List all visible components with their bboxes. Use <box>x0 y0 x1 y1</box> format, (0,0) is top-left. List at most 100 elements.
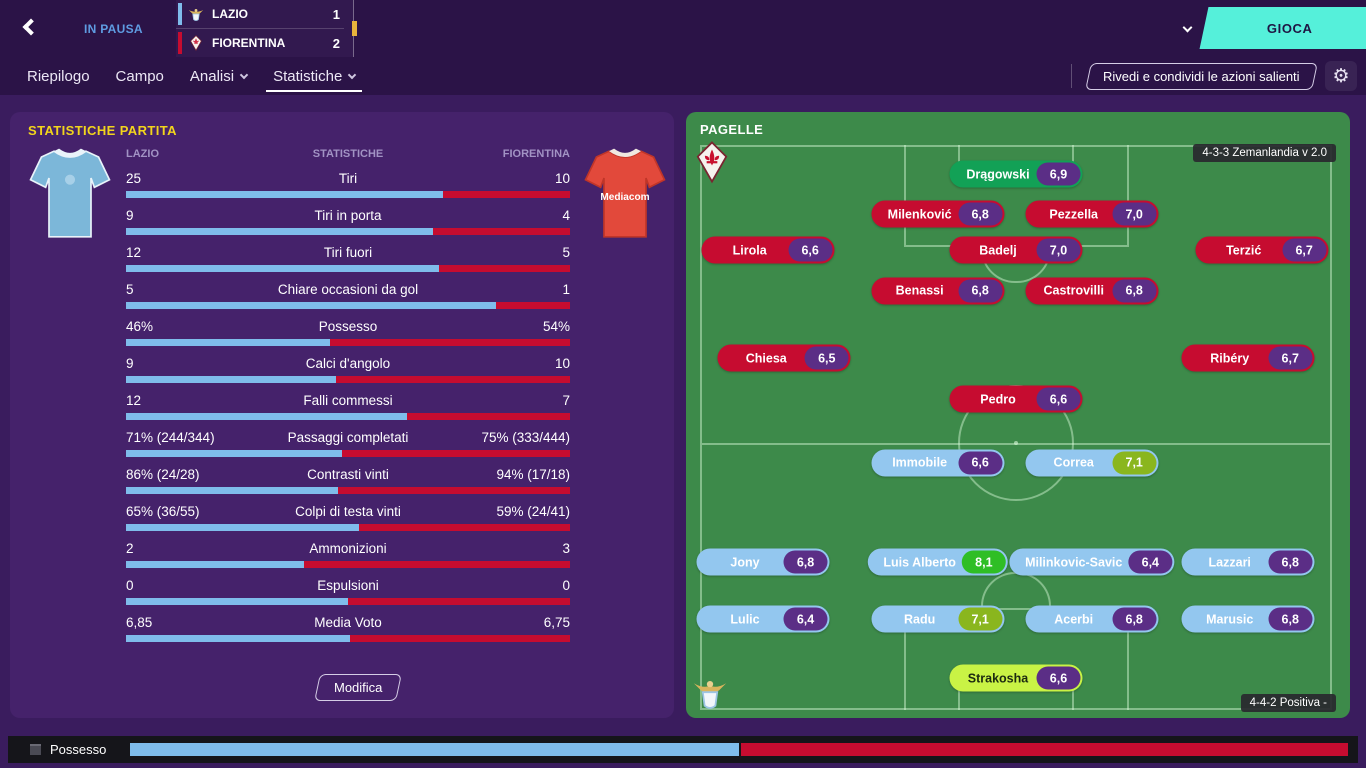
scoreboard-home-row: LAZIO 1 <box>176 0 354 28</box>
player-pill-rib-ry[interactable]: Ribéry 6,7 <box>1181 344 1315 372</box>
player-pill-terzi[interactable]: Terzić 6,7 <box>1195 236 1329 264</box>
stat-bar-away <box>348 598 570 605</box>
stat-bar-away <box>338 487 570 494</box>
stat-bar-home <box>126 561 304 568</box>
player-rating: 6,8 <box>1268 550 1313 574</box>
player-pill-radu[interactable]: Radu 7,1 <box>871 605 1005 633</box>
stat-row-contrasti-vinti: 86% (24/28) Contrasti vinti 94% (17/18) <box>126 466 570 494</box>
stat-row-passaggi-completati: 71% (244/344) Passaggi completati 75% (333… <box>126 429 570 457</box>
player-pill-marusic[interactable]: Marusic 6,8 <box>1181 605 1315 633</box>
stat-bar <box>126 487 570 494</box>
settings-button[interactable]: ⚙ <box>1325 61 1357 91</box>
player-pill-luis-alberto[interactable]: Luis Alberto 8,1 <box>867 548 1008 576</box>
stat-bar-home <box>126 598 348 605</box>
stat-row-tiri-fuori: 12 Tiri fuori 5 <box>126 244 570 272</box>
player-pill-castrovilli[interactable]: Castrovilli 6,8 <box>1025 277 1159 305</box>
tab-campo[interactable]: Campo <box>103 57 177 95</box>
stat-values: 46% Possesso 54% <box>126 318 570 336</box>
stat-label: Contrasti vinti <box>307 467 389 482</box>
player-pill-milinkovic-savic[interactable]: Milinkovic-Savic 6,4 <box>1009 548 1175 576</box>
stat-away-value: 10 <box>554 356 570 371</box>
stat-values: 5 Chiare occasioni da gol 1 <box>126 281 570 299</box>
player-name: Milinkovic-Savic <box>1025 555 1123 570</box>
player-rating: 6,8 <box>958 279 1003 303</box>
stat-away-value: 5 <box>562 245 570 260</box>
player-rating: 6,8 <box>1268 607 1313 631</box>
player-pill-correa[interactable]: Correa 7,1 <box>1025 449 1159 477</box>
player-pill-pezzella[interactable]: Pezzella 7,0 <box>1025 200 1159 228</box>
stat-away-value: 59% (24/41) <box>496 504 570 519</box>
continue-options-button[interactable] <box>1170 16 1206 42</box>
player-pill-benassi[interactable]: Benassi 6,8 <box>871 277 1005 305</box>
player-pill-lulic[interactable]: Lulic 6,4 <box>696 605 830 633</box>
stat-bar-home <box>126 339 331 346</box>
player-pill-lirola[interactable]: Lirola 6,6 <box>701 236 835 264</box>
center-column-label: STATISTICHE <box>312 148 384 160</box>
stat-away-value: 1 <box>562 282 570 297</box>
stat-bar-away <box>439 265 570 272</box>
stat-label: Falli commessi <box>303 393 393 408</box>
player-rating: 7,0 <box>1036 238 1081 262</box>
stat-label: Possesso <box>318 319 378 334</box>
player-rating: 6,4 <box>1128 550 1173 574</box>
stat-row-possesso: 46% Possesso 54% <box>126 318 570 346</box>
play-button-label: GIOCA <box>1267 20 1313 36</box>
review-highlights-button[interactable]: Rivedi e condividi le azioni salienti <box>1085 62 1318 90</box>
stats-block: LAZIO STATISTICHE FIORENTINA 25 Tiri 10 9 Ti… <box>126 148 570 651</box>
stat-bar <box>126 635 570 642</box>
tab-label: Analisi <box>189 67 235 85</box>
tab-riepilogo[interactable]: Riepilogo <box>14 57 103 95</box>
player-pill-badelj[interactable]: Badelj 7,0 <box>949 236 1083 264</box>
possession-legend-icon <box>30 744 41 755</box>
player-rating: 6,6 <box>788 238 833 262</box>
possession-bar: Possesso <box>8 736 1358 763</box>
player-pill-immobile[interactable]: Immobile 6,6 <box>871 449 1005 477</box>
stat-home-value: 0 <box>126 578 134 593</box>
edit-button[interactable]: Modifica <box>314 674 403 701</box>
fiorentina-crest-icon <box>696 141 728 184</box>
player-name: Jony <box>730 555 760 570</box>
stat-label: Tiri in porta <box>314 208 382 223</box>
fiorentina-crest-icon <box>190 35 202 51</box>
player-rating: 8,1 <box>961 550 1006 574</box>
player-rating: 7,1 <box>1112 451 1157 475</box>
penalty-box-bottom <box>903 608 1130 710</box>
stat-bar <box>126 413 570 420</box>
ratings-panel-title: PAGELLE <box>700 122 764 137</box>
fiorentina-jersey: Mediacom <box>584 148 666 238</box>
player-pill-chiesa[interactable]: Chiesa 6,5 <box>717 344 851 372</box>
player-name: Pedro <box>980 392 1016 407</box>
stat-values: 12 Falli commessi 7 <box>126 392 570 410</box>
player-rating: 6,8 <box>783 550 828 574</box>
back-button[interactable] <box>16 14 46 44</box>
tab-statistiche[interactable]: Statistiche <box>260 57 368 95</box>
tab-analisi[interactable]: Analisi <box>177 57 260 95</box>
player-pill-acerbi[interactable]: Acerbi 6,8 <box>1025 605 1159 633</box>
stat-home-value: 65% (36/55) <box>126 504 200 519</box>
scoreboard-divider <box>176 28 344 29</box>
player-name: Castrovilli <box>1043 283 1104 298</box>
stat-away-value: 10 <box>554 171 570 186</box>
player-name: Milenković <box>887 207 952 222</box>
stat-away-value: 94% (17/18) <box>496 467 570 482</box>
player-pill-pedro[interactable]: Pedro 6,6 <box>949 385 1083 413</box>
stat-row-espulsioni: 0 Espulsioni 0 <box>126 577 570 605</box>
play-button[interactable]: GIOCA <box>1199 7 1366 49</box>
players-layer: Drągowski 6,9 Milenković 6,8 Pezzella 7,0 Liro… <box>686 112 1350 718</box>
player-rating: 6,6 <box>1036 387 1081 411</box>
stat-bar-away <box>495 302 570 309</box>
player-pill-lazzari[interactable]: Lazzari 6,8 <box>1181 548 1315 576</box>
stat-label: Media Voto <box>314 615 382 630</box>
player-pill-jony[interactable]: Jony 6,8 <box>696 548 830 576</box>
scoreboard[interactable]: LAZIO 1 FIORENTINA 2 <box>176 0 357 57</box>
stat-home-value: 6,85 <box>126 615 153 630</box>
stat-row-media-voto: 6,85 Media Voto 6,75 <box>126 614 570 642</box>
tab-label: Statistiche <box>273 67 343 85</box>
stat-bar-home <box>126 635 350 642</box>
stat-bar-away <box>341 450 570 457</box>
stat-row-tiri-in-porta: 9 Tiri in porta 4 <box>126 207 570 235</box>
player-pill-milenkovi[interactable]: Milenković 6,8 <box>871 200 1005 228</box>
player-pill-dr-gowski[interactable]: Drągowski 6,9 <box>949 160 1083 188</box>
player-pill-strakosha[interactable]: Strakosha 6,6 <box>949 664 1083 692</box>
player-name: Correa <box>1053 455 1094 470</box>
